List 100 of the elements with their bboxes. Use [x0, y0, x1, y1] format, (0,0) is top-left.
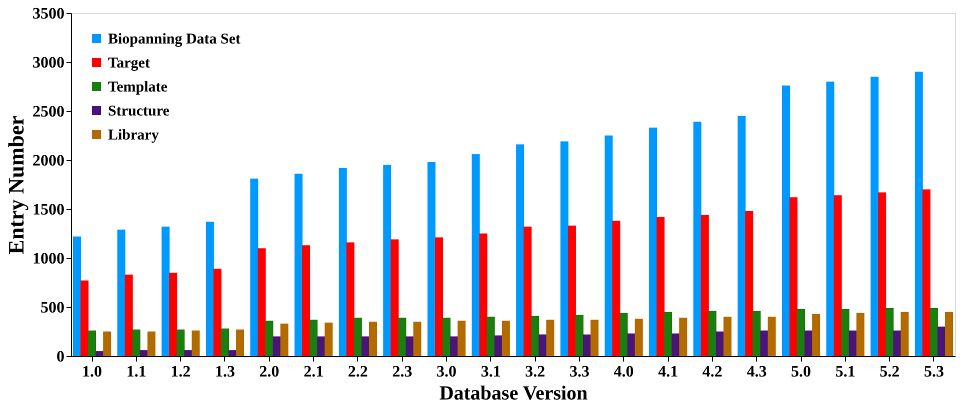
bar [848, 330, 857, 356]
bar [886, 308, 894, 356]
x-tick-label: 1.2 [170, 364, 191, 380]
bar [124, 274, 133, 356]
bar [162, 226, 170, 356]
y-tick-label: 3000 [32, 54, 64, 72]
bar [627, 333, 636, 356]
bar [745, 210, 754, 356]
bar [302, 245, 310, 356]
bar [870, 76, 879, 356]
x-tick-label: 1.0 [82, 364, 102, 380]
bar [700, 214, 709, 356]
bar [878, 192, 886, 356]
bar [361, 336, 370, 356]
bar [804, 330, 813, 356]
bar [620, 312, 628, 356]
bar [368, 322, 377, 356]
bar [546, 320, 554, 356]
bar [679, 318, 688, 356]
bar [893, 330, 902, 356]
bar [390, 239, 399, 356]
bar [442, 318, 451, 356]
x-axis-title: Database Version [439, 382, 588, 404]
bar [458, 320, 466, 356]
x-tick-label: 4.0 [614, 364, 634, 380]
bar [524, 226, 532, 356]
y-tick-label: 2000 [32, 152, 64, 170]
bar [192, 330, 200, 356]
bar [664, 312, 672, 356]
x-tick-label: 5.2 [880, 364, 900, 380]
x-tick-label: 2.2 [348, 364, 368, 380]
bar [900, 312, 909, 356]
x-tick-label: 3.0 [436, 364, 457, 380]
bar [383, 164, 392, 356]
bar [472, 154, 480, 356]
bar [72, 236, 81, 356]
bar [723, 316, 732, 356]
x-tick-label: 3.3 [569, 364, 590, 380]
bar [672, 333, 680, 356]
bar [612, 220, 620, 356]
bar [310, 320, 318, 356]
bar [450, 336, 458, 356]
bar [258, 248, 266, 356]
bar [738, 116, 746, 356]
bar [80, 280, 89, 356]
bar [265, 320, 274, 356]
bar [914, 72, 923, 356]
bar [797, 308, 806, 356]
bar [834, 195, 842, 356]
bar [604, 136, 613, 356]
x-tick-label: 2.1 [304, 364, 324, 380]
x-tick-label: 5.0 [791, 364, 812, 380]
y-tick-label: 3500 [32, 6, 64, 22]
y-axis-title: Entry Number [4, 115, 28, 254]
bar [782, 86, 790, 356]
x-tick-label: 2.3 [392, 364, 412, 380]
legend-label: Template [108, 80, 168, 96]
bar [206, 222, 214, 356]
bar [213, 268, 222, 356]
legend-label: Biopanning Data Set [108, 32, 241, 48]
bar [236, 330, 244, 356]
bar [812, 314, 820, 356]
x-tick-label: 1.3 [214, 364, 235, 380]
bar [427, 162, 436, 356]
x-tick-label: 5.1 [835, 364, 856, 380]
bar [88, 330, 96, 356]
x-tick-label: 1.1 [126, 364, 146, 380]
bar [826, 82, 834, 356]
bar [280, 324, 288, 356]
bar [147, 332, 156, 356]
bar [575, 314, 584, 356]
bar [516, 144, 524, 356]
bar [538, 334, 547, 356]
x-tick-label: 3.2 [525, 364, 546, 380]
bar [103, 332, 112, 356]
bar [272, 336, 281, 356]
bar [250, 178, 258, 356]
x-tick-label: 4.3 [746, 364, 767, 380]
bar [937, 326, 946, 356]
bar [140, 350, 148, 356]
bar [583, 334, 591, 356]
bar [634, 318, 643, 356]
bar [184, 350, 192, 356]
legend-label: Target [108, 56, 150, 72]
bar [220, 328, 229, 356]
bar [413, 322, 422, 356]
bar [317, 336, 326, 356]
bar [324, 322, 333, 356]
bar [531, 316, 540, 356]
x-tick-label: 5.3 [924, 364, 944, 380]
bar [502, 320, 510, 356]
legend-label: Library [108, 128, 160, 144]
x-tick-label: 4.2 [702, 364, 722, 380]
legend-label: Structure [108, 104, 170, 120]
bar [338, 168, 347, 356]
bar [656, 216, 665, 356]
bar [841, 308, 850, 356]
bar [176, 330, 185, 356]
x-tick-label: 3.1 [480, 364, 501, 380]
y-tick-label: 1500 [32, 202, 64, 218]
